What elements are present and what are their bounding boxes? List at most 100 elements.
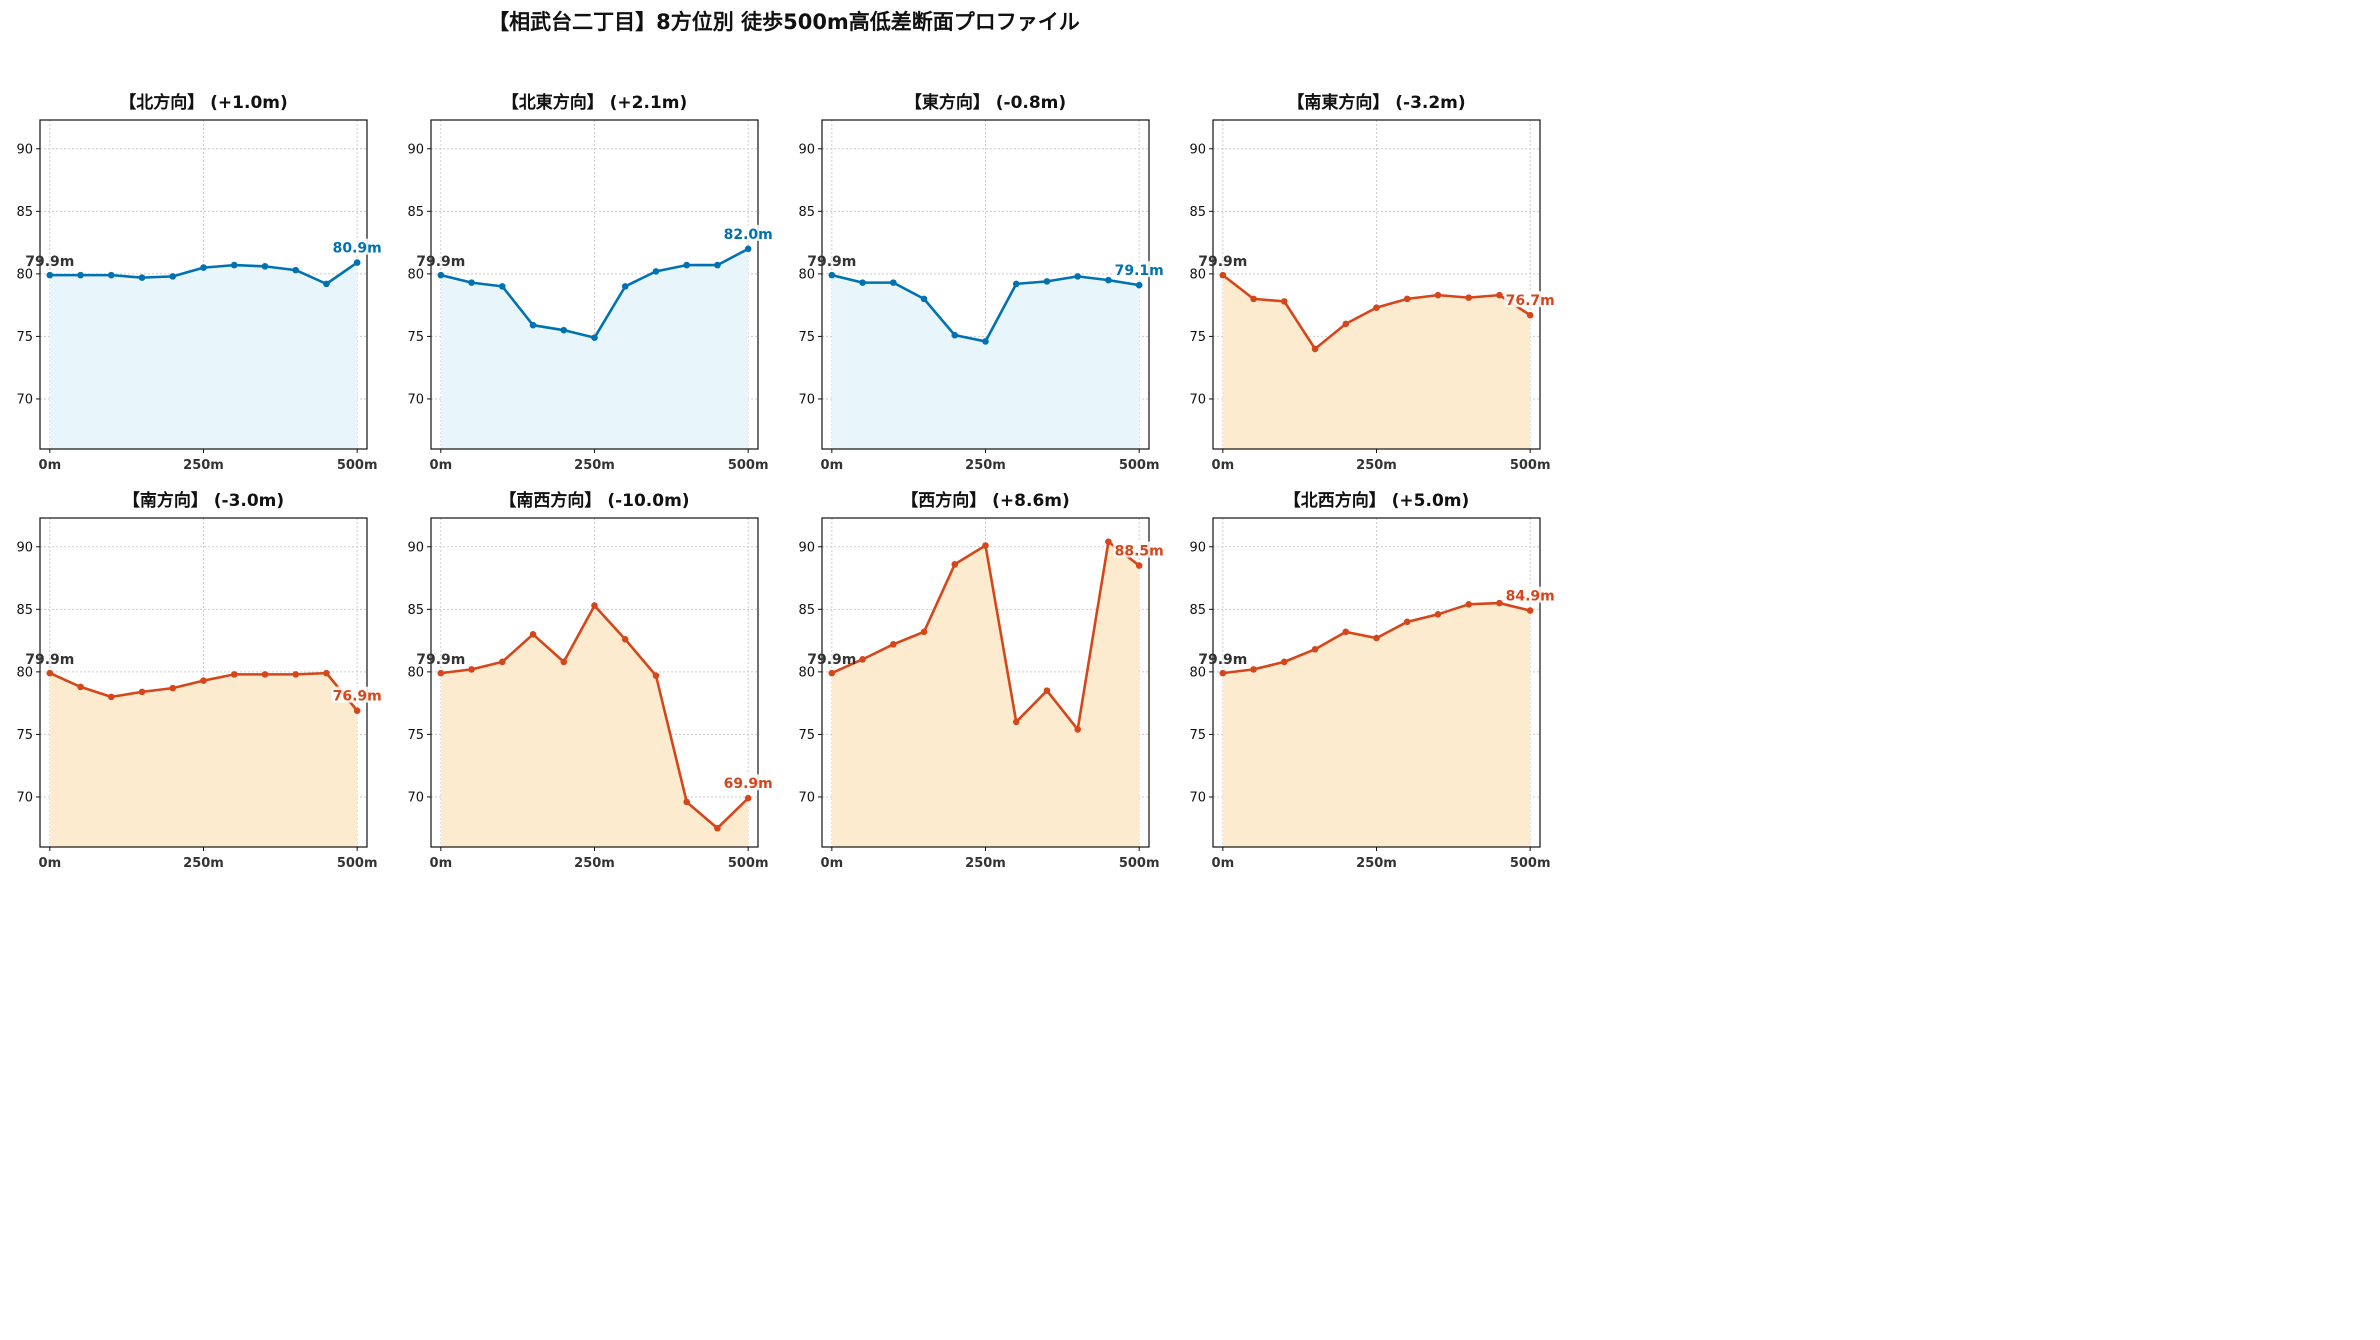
- chart-0-ytick-label-0: 70: [16, 392, 33, 407]
- chart-7-point-7: [1434, 611, 1442, 618]
- chart-4-end-label: 76.9m: [333, 689, 382, 705]
- chart-2-end-label: 79.1m: [1115, 263, 1164, 279]
- chart-2-ytick-label-4: 90: [798, 142, 815, 157]
- chart-1-point-10: [744, 245, 752, 253]
- chart-7-ytick-label-3: 85: [1189, 603, 1206, 618]
- chart-7-point-3: [1311, 646, 1319, 653]
- chart-4-start-label: 79.9m: [25, 652, 74, 668]
- chart-0-point-10: [353, 259, 361, 266]
- chart-0-end-label-group: 80.9m: [331, 238, 384, 257]
- chart-1-point-3: [529, 321, 537, 329]
- chart-3-point-0: [1219, 271, 1227, 279]
- chart-2-end-label-group: 79.1m: [1113, 261, 1166, 279]
- chart-6-point-4: [951, 560, 959, 568]
- chart-3-ytick-label-0: 70: [1189, 392, 1206, 407]
- chart-4-xtick-label-0: 0m: [39, 856, 62, 871]
- chart-1-start-label: 79.9m: [416, 254, 465, 270]
- chart-5-ytick-label-4: 90: [407, 540, 424, 555]
- chart-2-ytick-label-1: 75: [798, 330, 815, 345]
- chart-0-point-8: [292, 266, 299, 274]
- chart-3-ytick-label-1: 75: [1189, 330, 1206, 345]
- chart-0-ytick-label-3: 85: [16, 205, 33, 220]
- chart-6-ytick-label-2: 80: [798, 665, 815, 680]
- chart-7-panel: 【北西方向】 (+5.0m) 70 75 80 85 90 0m 250m 500m 79.9m 8…: [1189, 490, 1557, 871]
- chart-7-ytick-label-2: 80: [1189, 665, 1206, 680]
- chart-5-point-5: [591, 602, 598, 609]
- chart-0-point-5: [200, 264, 207, 271]
- chart-2-point-7: [1043, 278, 1051, 285]
- chart-0-xtick-label-0: 0m: [39, 458, 62, 473]
- chart-3-end-label-group: 76.7m: [1504, 291, 1557, 309]
- chart-6-point-2: [890, 641, 897, 648]
- chart-3-point-4: [1342, 320, 1350, 328]
- chart-0-xtick-label-2: 500m: [337, 458, 378, 473]
- chart-6-ytick-label-3: 85: [798, 603, 815, 618]
- chart-3-ytick-label-2: 80: [1189, 267, 1206, 282]
- chart-5-panel: 【南西方向】 (-10.0m) 70 75 80 85 90 0m 250m 500m 79.9m…: [407, 490, 775, 871]
- chart-1-panel: 【北東方向】 (+2.1m) 70 75 80 85 90 0m 250m 500m 79.9m 8…: [407, 92, 775, 473]
- chart-1-point-7: [652, 268, 660, 275]
- chart-1-xtick-label-2: 500m: [728, 458, 769, 473]
- chart-1-title: 【北東方向】 (+2.1m): [502, 92, 688, 113]
- chart-5-point-3: [529, 631, 537, 638]
- chart-5-point-7: [652, 672, 660, 679]
- chart-4-title: 【南方向】 (-3.0m): [123, 490, 284, 511]
- chart-0-point-1: [77, 271, 84, 279]
- chart-1-area: [440, 248, 749, 449]
- chart-7-point-0: [1219, 669, 1227, 677]
- chart-6-ytick-label-0: 70: [798, 790, 815, 805]
- chart-2-end-label-bg: [1113, 261, 1166, 278]
- chart-1-ytick-label-1: 75: [407, 330, 424, 345]
- chart-2-ytick-label-2: 80: [798, 267, 815, 282]
- chart-3-point-6: [1403, 295, 1411, 303]
- chart-4-point-10: [353, 707, 361, 714]
- chart-4-panel: 【南方向】 (-3.0m) 70 75 80 85 90 0m 250m 500m 79.9m 76…: [16, 490, 384, 871]
- chart-1-ytick-label-3: 85: [407, 205, 424, 220]
- chart-0-ytick-label-1: 75: [16, 330, 33, 345]
- chart-5-point-2: [499, 658, 506, 666]
- chart-1-point-0: [437, 271, 445, 279]
- chart-7-ytick-label-4: 90: [1189, 540, 1206, 555]
- chart-5-point-9: [714, 824, 721, 832]
- chart-5-ytick-label-2: 80: [407, 665, 424, 680]
- chart-3-end-label-bg: [1504, 291, 1557, 308]
- figure: 【相武台二丁目】8方位別 徒歩500m高低差断面プロファイル 【北方向】 (+1…: [0, 0, 1568, 883]
- chart-3-point-7: [1434, 291, 1442, 299]
- chart-2-point-6: [1012, 280, 1020, 288]
- chart-4-point-0: [46, 669, 54, 677]
- chart-5-point-6: [621, 636, 629, 643]
- chart-3-point-3: [1311, 345, 1319, 353]
- chart-6-start-label: 79.9m: [807, 652, 856, 668]
- chart-5-area: [440, 605, 749, 847]
- chart-6-area: [831, 541, 1140, 847]
- chart-7-point-5: [1373, 634, 1380, 642]
- chart-3-point-1: [1250, 295, 1257, 303]
- chart-2-xtick-label-2: 500m: [1119, 458, 1160, 473]
- chart-2-point-5: [982, 338, 989, 345]
- chart-0-point-0: [46, 271, 54, 279]
- chart-0-area: [49, 262, 358, 449]
- chart-4-xtick-label-1: 250m: [183, 856, 224, 871]
- chart-1-point-2: [499, 283, 506, 290]
- chart-5-point-1: [468, 666, 475, 673]
- chart-1-point-6: [621, 283, 629, 290]
- chart-7-point-10: [1526, 607, 1534, 614]
- chart-0-point-3: [138, 274, 146, 281]
- chart-4-point-2: [108, 693, 115, 701]
- chart-6-end-label-bg: [1113, 541, 1166, 558]
- chart-6-panel: 【西方向】 (+8.6m) 70 75 80 85 90 0m 250m 500m 79.9m 88…: [798, 490, 1166, 871]
- chart-0-title: 【北方向】 (+1.0m): [119, 92, 288, 113]
- chart-6-point-8: [1074, 726, 1081, 733]
- chart-3-point-2: [1281, 298, 1288, 305]
- chart-5-ytick-label-3: 85: [407, 603, 424, 618]
- chart-1-point-4: [560, 326, 568, 334]
- chart-7-xtick-label-2: 500m: [1510, 856, 1551, 871]
- chart-1-end-label-group: 82.0m: [722, 224, 775, 243]
- chart-6-ytick-label-1: 75: [798, 728, 815, 743]
- chart-4-point-3: [138, 688, 146, 696]
- chart-0-panel: 【北方向】 (+1.0m) 70 75 80 85 90 0m 250m 500m 79.9m 80…: [16, 92, 384, 473]
- chart-2-panel: 【東方向】 (-0.8m) 70 75 80 85 90 0m 250m 500m 79.9m 79…: [798, 92, 1166, 473]
- chart-5-point-8: [683, 798, 690, 806]
- chart-4-area: [49, 673, 358, 847]
- chart-3-point-9: [1496, 291, 1503, 299]
